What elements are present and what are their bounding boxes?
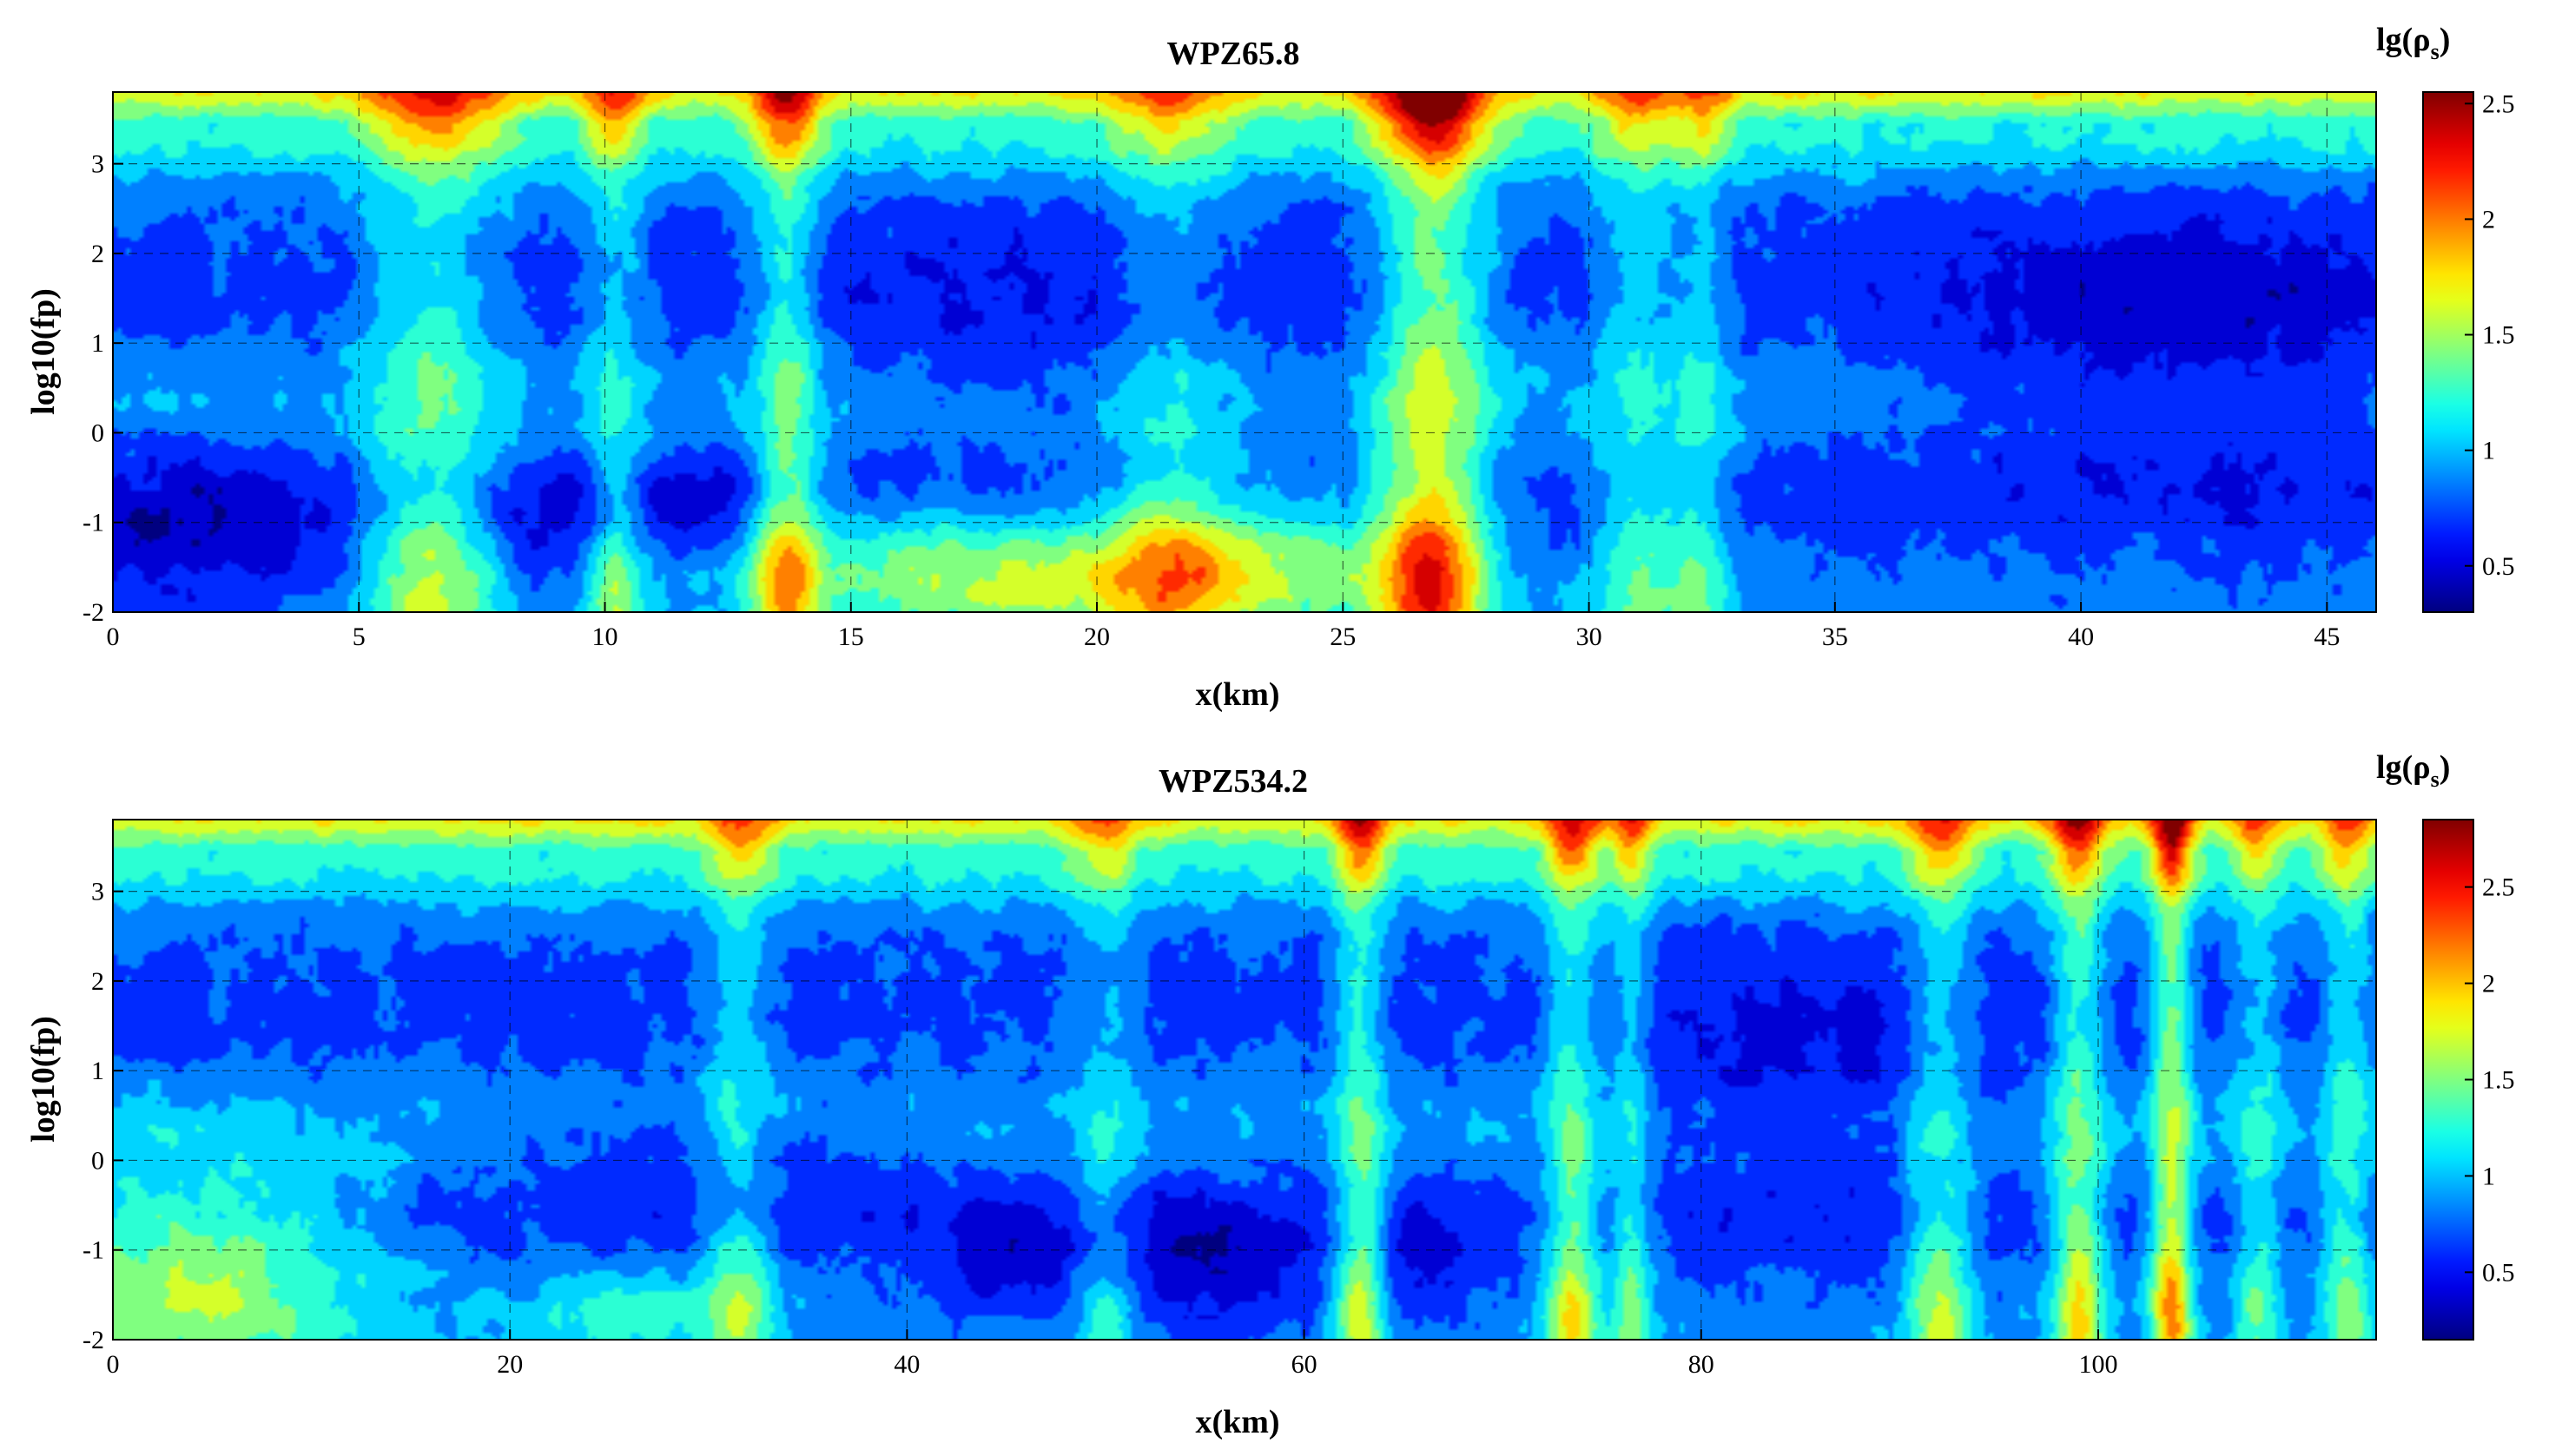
- panel-1-heatmap: [113, 92, 2376, 612]
- colorbar-tick-label: 0.5: [2482, 1258, 2515, 1287]
- panel-1-y-axis-label: log10(fp): [25, 288, 62, 415]
- panel-2-y-axis-label: log10(fp): [25, 1016, 62, 1143]
- y-tick-label: 1: [91, 329, 104, 358]
- x-tick-label: 0: [107, 1350, 120, 1379]
- y-tick-label: 0: [91, 418, 104, 447]
- panel-1-title: WPZ65.8: [1166, 36, 1299, 72]
- panel-1-heatmap-image: [113, 92, 2376, 612]
- colorbar-tick-label: 1: [2482, 1162, 2495, 1190]
- y-tick-label: 3: [91, 878, 104, 906]
- y-tick-label: 0: [91, 1146, 104, 1175]
- panel-2-x-ticks: 0 20 40 60 80 100: [107, 1329, 2117, 1379]
- panel-2-colorbar-gradient: [2422, 819, 2474, 1341]
- panel-2-colorbar: lg(ρs) 0.5 1 1.5 2 2.5: [2376, 749, 2515, 1341]
- y-tick-label: -2: [83, 598, 104, 627]
- panel-1-grid: [113, 92, 2376, 612]
- y-tick-label: 2: [91, 967, 104, 996]
- panel-1-colorbar: lg(ρs) 0.5 1 1.5 2 2.5: [2376, 22, 2515, 613]
- x-tick-label: 15: [838, 623, 864, 651]
- y-tick-label: -2: [83, 1326, 104, 1354]
- x-tick-label: 40: [2068, 623, 2094, 651]
- y-tick-label: 2: [91, 240, 104, 268]
- x-tick-label: 5: [353, 623, 366, 651]
- panel-2-heatmap-image: [113, 820, 2376, 1340]
- panel-2-axes-box: [112, 819, 2377, 1341]
- panel-1-x-axis-label: x(km): [1195, 676, 1279, 713]
- panel-2-colorbar-ticks: 0.5 1 1.5 2 2.5: [2465, 873, 2515, 1287]
- panel-2-x-axis-label: x(km): [1195, 1404, 1279, 1440]
- x-tick-label: 30: [1576, 623, 1602, 651]
- panel-1-colorbar-ticks: 0.5 1 1.5 2 2.5: [2465, 89, 2515, 581]
- panel-2-colorbar-label: lg(ρs): [2376, 749, 2450, 792]
- x-tick-label: 45: [2314, 623, 2340, 651]
- x-tick-label: 40: [894, 1350, 920, 1379]
- colorbar-tick-label: 2.5: [2482, 89, 2515, 118]
- colorbar-tick-label: 1: [2482, 437, 2495, 465]
- y-tick-label: 3: [91, 150, 104, 179]
- panel-1: WPZ65.8 0 5 10 15 20 25 30 35 40 45 -2 -1 0 1 2 3 x(km…: [25, 22, 2515, 713]
- x-tick-label: 20: [497, 1350, 523, 1379]
- colorbar-tick-label: 2.5: [2482, 873, 2515, 902]
- panel-1-y-ticks: -2 -1 0 1 2 3: [83, 150, 123, 627]
- panel-2-title: WPZ534.2: [1159, 763, 1308, 800]
- colorbar-tick-label: 1.5: [2482, 1066, 2515, 1095]
- panel-2-grid: [113, 820, 2376, 1340]
- colorbar-tick-label: 0.5: [2482, 552, 2515, 581]
- x-tick-label: 25: [1330, 623, 1356, 651]
- panel-1-colorbar-gradient: [2422, 91, 2474, 613]
- x-tick-label: 60: [1291, 1350, 1317, 1379]
- colorbar-tick-label: 2: [2482, 970, 2495, 998]
- panel-1-colorbar-label: lg(ρs): [2376, 22, 2450, 64]
- x-tick-label: 0: [107, 623, 120, 651]
- y-tick-label: 1: [91, 1057, 104, 1085]
- y-tick-label: -1: [83, 509, 104, 537]
- x-tick-label: 80: [1688, 1350, 1714, 1379]
- panel-2-y-ticks: -2 -1 0 1 2 3: [83, 878, 123, 1354]
- y-tick-label: -1: [83, 1236, 104, 1265]
- panel-2: WPZ534.2 0 20 40 60 80 100 -2 -1 0 1 2 3 x(km) log…: [25, 749, 2515, 1440]
- colorbar-tick-label: 2: [2482, 205, 2495, 234]
- x-tick-label: 20: [1084, 623, 1110, 651]
- x-tick-label: 10: [592, 623, 618, 651]
- x-tick-label: 100: [2078, 1350, 2117, 1379]
- colorbar-tick-label: 1.5: [2482, 321, 2515, 350]
- panel-1-axes-box: [112, 91, 2377, 613]
- panel-2-heatmap: [113, 820, 2376, 1340]
- x-tick-label: 35: [1822, 623, 1848, 651]
- panel-1-x-ticks: 0 5 10 15 20 25 30 35 40 45: [107, 602, 2340, 651]
